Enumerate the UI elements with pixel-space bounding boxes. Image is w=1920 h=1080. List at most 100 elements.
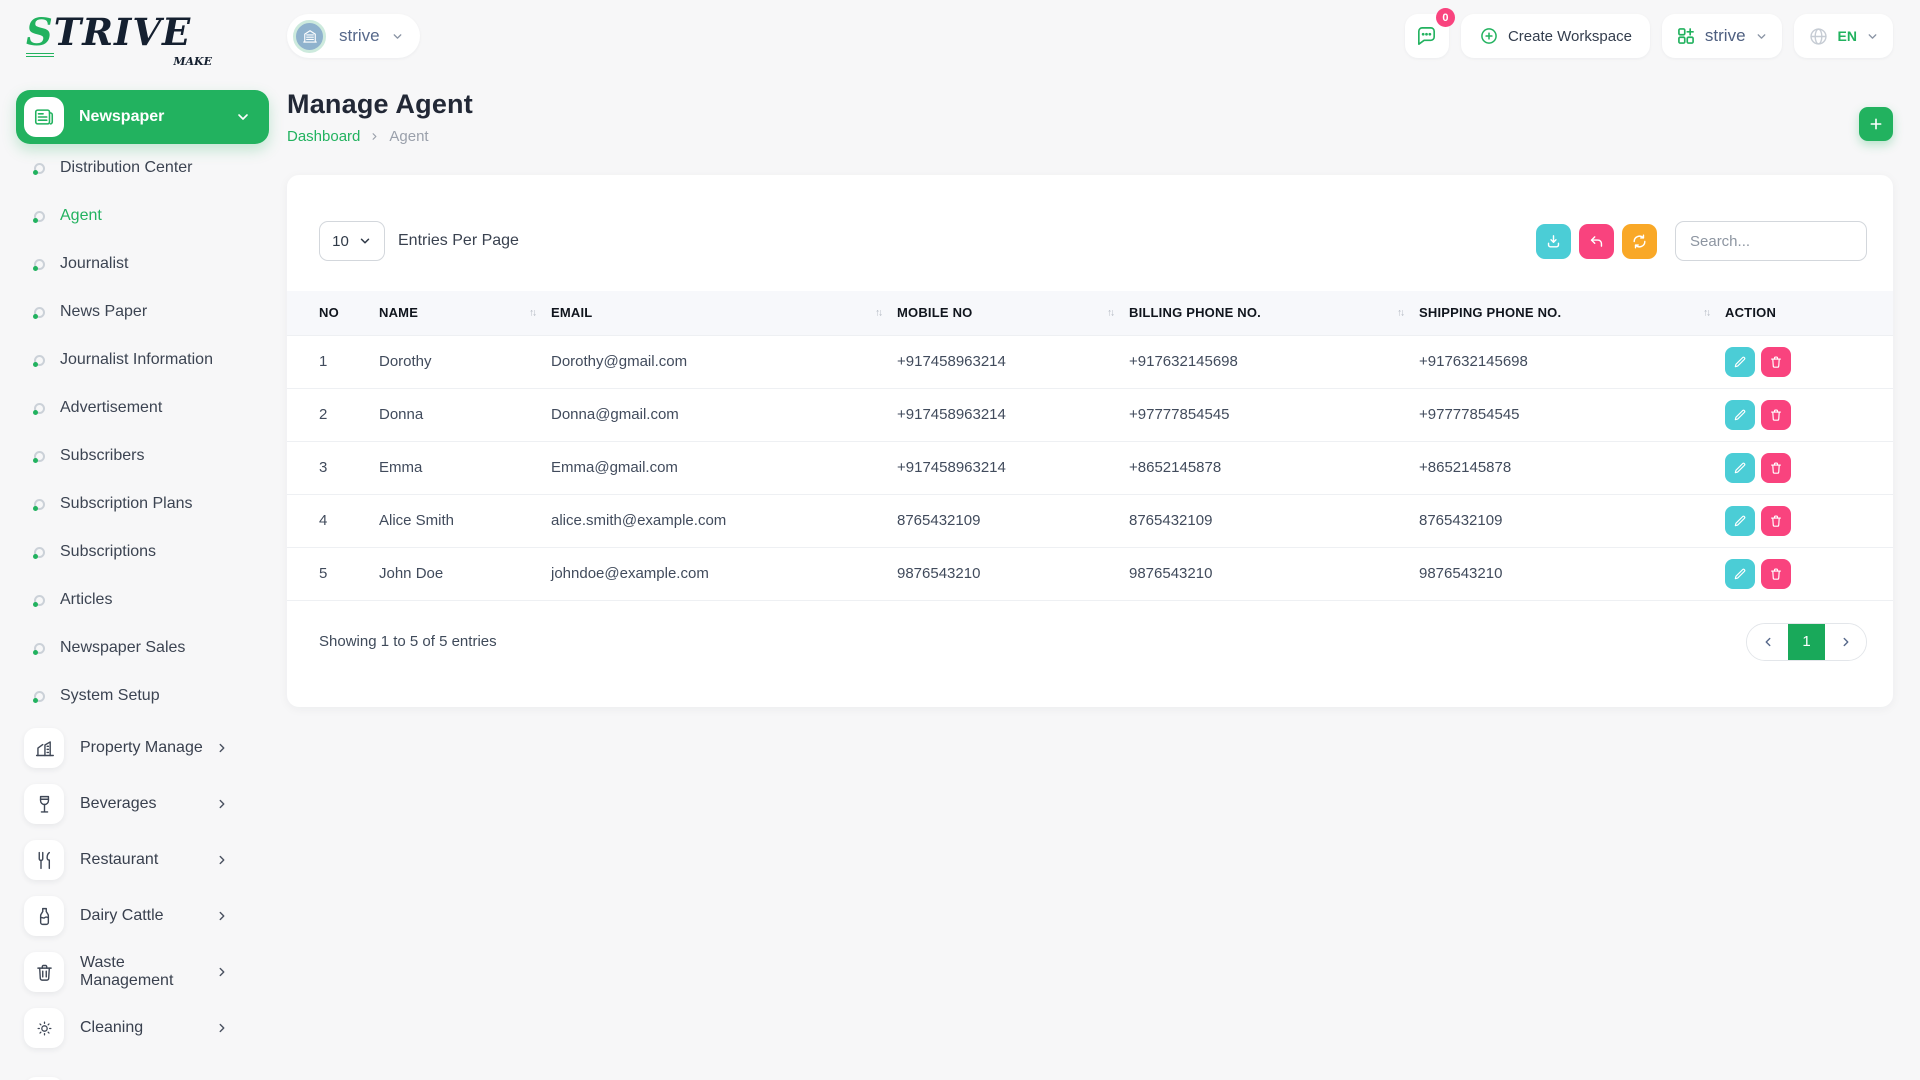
chevron-right-icon	[215, 741, 229, 755]
sidebar-section-newspaper[interactable]: Newspaper	[16, 90, 269, 144]
agents-table: NO NAME ↑↓ EMAIL ↑↓ MOBILE NO ↑↓ BILLING PH…	[287, 291, 1893, 601]
sidebar-item-agent[interactable]: Agent	[0, 192, 285, 240]
chevron-right-icon	[215, 1021, 229, 1035]
pencil-icon	[1733, 461, 1747, 475]
trash-icon	[1769, 567, 1783, 581]
breadcrumb-dashboard-link[interactable]: Dashboard	[287, 128, 361, 145]
col-header-name[interactable]: NAME ↑↓	[379, 305, 537, 321]
sidebar-item-subscription-plans[interactable]: Subscription Plans	[0, 480, 285, 528]
bullet-icon	[33, 642, 45, 655]
bullet-icon	[33, 690, 45, 703]
sidebar-item-subscribers[interactable]: Subscribers	[0, 432, 285, 480]
chat-button[interactable]: 0	[1404, 8, 1455, 58]
sort-icon[interactable]: ↑↓	[875, 307, 883, 319]
cell-name: Alice Smith	[379, 493, 551, 547]
bullet-icon	[33, 306, 45, 319]
delete-button[interactable]	[1761, 399, 1791, 430]
col-header-email[interactable]: EMAIL ↑↓	[551, 305, 883, 321]
table-row: 5 John Doe johndoe@example.com 987654321…	[287, 546, 1893, 601]
app-selector[interactable]: strive	[1661, 14, 1782, 58]
pencil-icon	[1733, 567, 1747, 581]
pencil-icon	[1733, 408, 1747, 422]
col-header-billing[interactable]: BILLING PHONE NO. ↑↓	[1129, 305, 1405, 321]
refresh-button[interactable]	[1622, 223, 1657, 259]
add-agent-button[interactable]	[1859, 107, 1893, 141]
sidebar-section-restaurant[interactable]: Restaurant	[0, 832, 285, 888]
cell-mobile: +917458963214	[897, 334, 1129, 388]
chevron-right-icon	[215, 797, 229, 811]
search-input[interactable]	[1675, 221, 1867, 261]
sidebar-section-dairy-cattle[interactable]: Dairy Cattle	[0, 888, 285, 944]
page-content: Manage Agent Dashboard Agent 10	[285, 68, 1920, 707]
edit-button[interactable]	[1725, 452, 1755, 483]
bullet-icon	[33, 258, 45, 271]
delete-button[interactable]	[1761, 505, 1791, 536]
edit-button[interactable]	[1725, 558, 1755, 589]
cell-billing: +8652145878	[1129, 440, 1419, 494]
create-workspace-button[interactable]: Create Workspace	[1460, 14, 1650, 58]
sidebar-item-advertisement[interactable]: Advertisement	[0, 384, 285, 432]
sort-icon[interactable]: ↑↓	[1703, 307, 1711, 319]
chevron-left-icon	[1761, 635, 1775, 649]
sidebar-item-system-setup[interactable]: System Setup	[0, 672, 285, 720]
sidebar-item-news-paper[interactable]: News Paper	[0, 288, 285, 336]
edit-button[interactable]	[1725, 346, 1755, 377]
bullet-icon	[33, 450, 45, 463]
chevron-right-icon	[369, 131, 380, 142]
cell-email: Dorothy@gmail.com	[551, 334, 897, 388]
pagination-next-button[interactable]	[1825, 623, 1866, 660]
sidebar-item-journalist[interactable]: Journalist	[0, 240, 285, 288]
sidebar-item-newspaper-sales[interactable]: Newspaper Sales	[0, 624, 285, 672]
create-workspace-label: Create Workspace	[1507, 27, 1632, 45]
plus-icon	[1868, 116, 1884, 132]
sidebar-item-label: Newspaper Sales	[60, 639, 186, 656]
sidebar-section-beverages[interactable]: Beverages	[0, 776, 285, 832]
cell-billing: +917632145698	[1129, 334, 1419, 388]
sort-icon[interactable]: ↑↓	[1107, 307, 1115, 319]
col-header-no: NO	[319, 305, 339, 321]
col-header-shipping[interactable]: SHIPPING PHONE NO. ↑↓	[1419, 305, 1711, 321]
cell-no: 4	[287, 493, 379, 547]
language-selector[interactable]: EN	[1793, 14, 1893, 58]
delete-button[interactable]	[1761, 558, 1791, 589]
delete-button[interactable]	[1761, 452, 1791, 483]
grid-plus-icon	[1676, 26, 1696, 46]
agents-table-card: 10 Entries Per Page	[287, 175, 1893, 707]
cell-name: John Doe	[379, 546, 551, 601]
language-label: EN	[1837, 28, 1857, 44]
cell-name: Donna	[379, 387, 551, 441]
sidebar-section-partial[interactable]	[0, 1069, 285, 1080]
undo-button[interactable]	[1579, 223, 1614, 259]
app-logo[interactable]: S TRIVE MAKE	[0, 0, 285, 88]
chevron-right-icon	[1839, 635, 1853, 649]
logo-rest: TRIVE	[53, 10, 192, 54]
chevron-down-icon	[1866, 30, 1879, 43]
edit-button[interactable]	[1725, 505, 1755, 536]
entries-per-page-select[interactable]: 10	[319, 221, 385, 261]
pagination-prev-button[interactable]	[1747, 623, 1788, 660]
col-header-mobile[interactable]: MOBILE NO ↑↓	[897, 305, 1115, 321]
pagination-page-1[interactable]: 1	[1788, 623, 1825, 660]
workspace-selector[interactable]: strive	[287, 14, 420, 58]
sort-icon[interactable]: ↑↓	[1397, 307, 1405, 319]
export-button[interactable]	[1536, 223, 1571, 259]
sidebar-item-distribution-center[interactable]: Distribution Center	[0, 144, 285, 192]
sidebar-item-articles[interactable]: Articles	[0, 576, 285, 624]
chat-icon	[1415, 25, 1438, 48]
delete-button[interactable]	[1761, 346, 1791, 377]
sort-icon[interactable]: ↑↓	[529, 307, 537, 319]
refresh-icon	[1631, 233, 1648, 250]
sidebar-section-waste-management[interactable]: Waste Management	[0, 944, 285, 1000]
sidebar-item-journalist-information[interactable]: Journalist Information	[0, 336, 285, 384]
sidebar-section-property-manage[interactable]: Property Manage	[0, 720, 285, 776]
sidebar-item-label: Subscribers	[60, 447, 145, 464]
chevron-down-icon	[358, 234, 372, 248]
chevron-right-icon	[215, 853, 229, 867]
cell-shipping: 9876543210	[1419, 546, 1725, 601]
sun-icon	[24, 1008, 64, 1048]
sidebar-item-subscriptions[interactable]: Subscriptions	[0, 528, 285, 576]
cell-shipping: +97777854545	[1419, 387, 1725, 441]
sidebar-section-cleaning[interactable]: Cleaning	[0, 1000, 285, 1056]
edit-button[interactable]	[1725, 399, 1755, 430]
